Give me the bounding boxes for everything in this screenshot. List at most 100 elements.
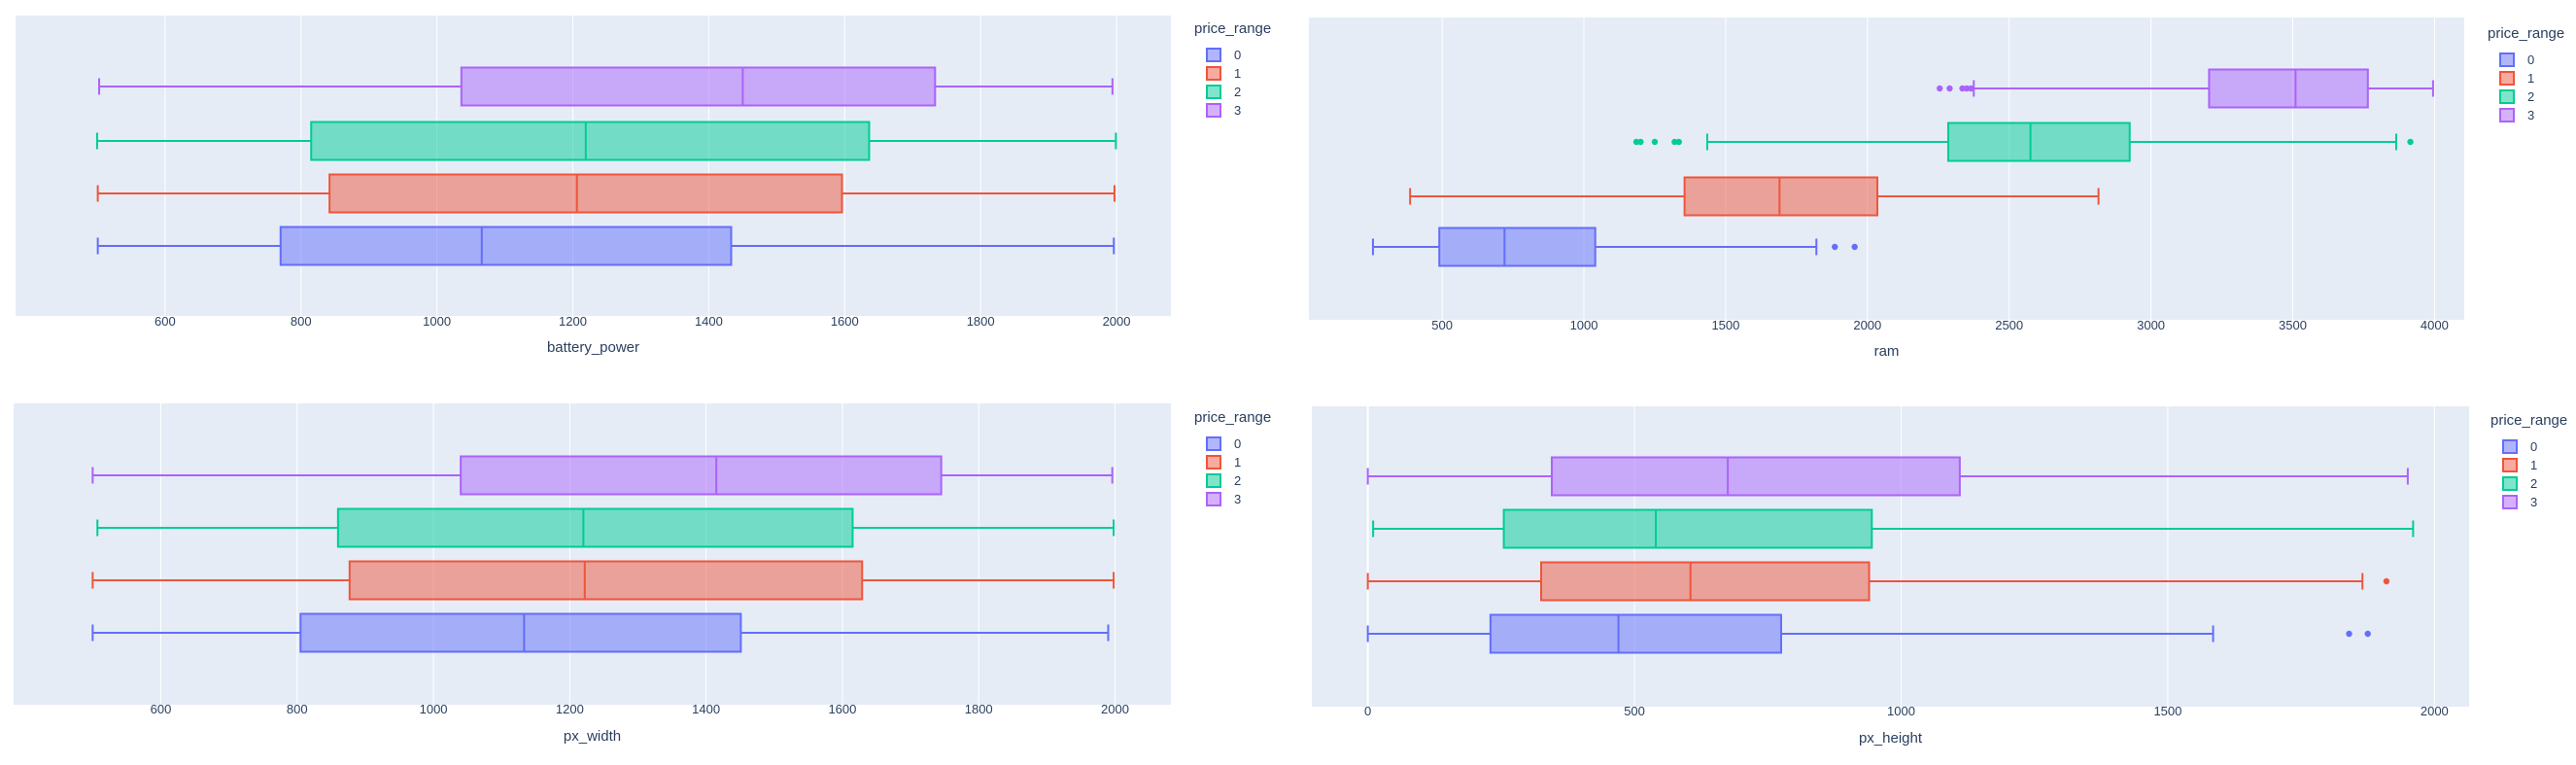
outlier-point bbox=[1651, 138, 1659, 146]
x-tick-label: 3500 bbox=[2279, 318, 2307, 332]
x-tick-label: 1000 bbox=[1570, 318, 1598, 332]
legend-swatch bbox=[1206, 492, 1221, 506]
plot-area bbox=[14, 403, 1171, 705]
legend-label: 0 bbox=[2527, 52, 2534, 67]
legend-swatch bbox=[2502, 439, 2518, 454]
box-series-3 bbox=[91, 455, 1114, 496]
legend-label: 1 bbox=[1234, 455, 1241, 469]
box-iqr bbox=[279, 226, 733, 266]
x-tick-label: 500 bbox=[1431, 318, 1453, 332]
outlier-point bbox=[1851, 243, 1858, 251]
outlier-point bbox=[2407, 138, 2414, 146]
box-iqr bbox=[460, 66, 937, 107]
legend: price_range 0 1 2 3 bbox=[1194, 20, 1271, 118]
legend-swatch bbox=[1206, 436, 1221, 451]
outlier-point bbox=[1946, 85, 1953, 92]
x-tick-label: 4000 bbox=[2421, 318, 2449, 332]
legend-title: price_range bbox=[1194, 20, 1271, 37]
x-tick-label: 3000 bbox=[2137, 318, 2165, 332]
x-tick-label: 1400 bbox=[692, 702, 720, 716]
box-iqr bbox=[1550, 456, 1961, 497]
x-tick-label: 1000 bbox=[1887, 704, 1915, 718]
outlier-point bbox=[2364, 630, 2371, 638]
subplot-battery_power: 600 800 1000 1200 1400 1600 1800 2000 battery_po… bbox=[16, 16, 1271, 356]
x-axis-title: battery_power bbox=[547, 339, 639, 356]
legend-swatch bbox=[2499, 52, 2515, 67]
x-axis-title: px_width bbox=[564, 728, 621, 745]
subplot-ram: 500 1000 1500 2000 2500 3000 3500 4000 ram price_… bbox=[1309, 17, 2564, 360]
x-tick-label: 1000 bbox=[420, 702, 448, 716]
x-tick-label: 2000 bbox=[1101, 702, 1129, 716]
legend-label: 1 bbox=[2527, 71, 2534, 86]
legend-swatch bbox=[1206, 85, 1221, 99]
x-tick-label: 1500 bbox=[1711, 318, 1739, 332]
legend-swatch bbox=[2502, 476, 2518, 491]
legend-label: 3 bbox=[1234, 492, 1241, 506]
box-series-2 bbox=[1632, 122, 2414, 162]
legend-swatch bbox=[2499, 108, 2515, 122]
x-tick-label: 1600 bbox=[831, 314, 859, 329]
x-tick-label: 600 bbox=[151, 702, 172, 716]
x-tick-label: 500 bbox=[1624, 704, 1645, 718]
legend-swatch bbox=[1206, 455, 1221, 469]
legend-swatch bbox=[2502, 495, 2518, 509]
legend-swatch bbox=[1206, 103, 1221, 118]
box-iqr bbox=[336, 507, 854, 548]
box-series-0 bbox=[96, 226, 1116, 266]
outlier-point bbox=[1963, 85, 1971, 92]
legend-title: price_range bbox=[1194, 409, 1271, 426]
legend-label: 1 bbox=[2530, 458, 2537, 472]
x-tick-label: 1000 bbox=[423, 314, 451, 329]
box-iqr bbox=[299, 612, 742, 653]
box-iqr bbox=[348, 560, 864, 601]
outlier-point bbox=[2346, 630, 2353, 638]
legend-label: 1 bbox=[1234, 66, 1241, 81]
box-iqr bbox=[460, 455, 943, 496]
legend-label: 2 bbox=[1234, 473, 1241, 488]
outlier-point bbox=[1959, 85, 1966, 92]
plot-area bbox=[16, 16, 1171, 316]
box-iqr bbox=[328, 173, 843, 214]
legend-swatch bbox=[2502, 458, 2518, 472]
box-series-1 bbox=[96, 173, 1116, 214]
x-axis-title: px_height bbox=[1859, 730, 1923, 747]
x-tick-label: 1800 bbox=[965, 702, 993, 716]
plot-area bbox=[1309, 17, 2464, 320]
box-iqr bbox=[310, 121, 871, 161]
x-tick-label: 2000 bbox=[2421, 704, 2449, 718]
box-iqr bbox=[1438, 226, 1597, 267]
outlier-point bbox=[1671, 138, 1678, 146]
box-series-0 bbox=[91, 612, 1110, 653]
box-series-2 bbox=[95, 121, 1117, 161]
box-iqr bbox=[1683, 176, 1879, 217]
box-iqr bbox=[1540, 561, 1871, 602]
box-series-3 bbox=[1366, 456, 2409, 497]
legend: price_range 0 1 2 3 bbox=[2490, 412, 2567, 509]
plot-area bbox=[1312, 406, 2469, 707]
box-series-1 bbox=[91, 560, 1116, 601]
x-tick-label: 800 bbox=[291, 314, 312, 329]
outlier-point bbox=[1968, 85, 1975, 92]
x-tick-label: 1800 bbox=[967, 314, 995, 329]
legend-title: price_range bbox=[2488, 25, 2564, 42]
box-iqr bbox=[1489, 613, 1782, 654]
legend-label: 2 bbox=[2530, 476, 2537, 491]
legend-swatch bbox=[1206, 473, 1221, 488]
box-series-1 bbox=[1366, 561, 2390, 602]
x-axis-title: ram bbox=[1874, 343, 1900, 360]
legend-swatch bbox=[1206, 66, 1221, 81]
x-tick-label: 2500 bbox=[1995, 318, 2023, 332]
box-iqr bbox=[2208, 68, 2369, 109]
box-series-2 bbox=[96, 507, 1116, 548]
legend-swatch bbox=[2499, 89, 2515, 104]
outlier-point bbox=[1632, 138, 1640, 146]
box-iqr bbox=[1946, 122, 2131, 162]
box-series-0 bbox=[1366, 613, 2371, 654]
legend-label: 3 bbox=[2527, 108, 2534, 122]
box-series-1 bbox=[1409, 176, 2100, 217]
legend-label: 3 bbox=[1234, 103, 1241, 118]
box-series-3 bbox=[98, 66, 1114, 107]
x-tick-label: 600 bbox=[155, 314, 176, 329]
box-iqr bbox=[1502, 508, 1873, 549]
